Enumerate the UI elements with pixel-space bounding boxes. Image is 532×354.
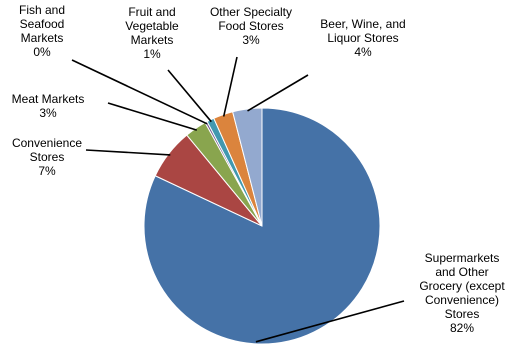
slice-label-line: Other Specialty xyxy=(210,5,292,19)
leader-line xyxy=(107,102,198,131)
slice-label-line: Supermarkets xyxy=(425,251,500,265)
slice-label-line: Seafood xyxy=(20,17,65,31)
pie-slice xyxy=(143,107,381,345)
pie-slice xyxy=(232,107,263,227)
slice-label-line: Convenience xyxy=(12,136,82,150)
slice-label: Fruit and Vegetable Markets 1% xyxy=(125,5,179,61)
slice-label-line: Beer, Wine, and xyxy=(320,17,405,31)
slice-label: Beer, Wine, and Liquor Stores 4% xyxy=(320,17,405,59)
slice-label-line: Fish and xyxy=(19,3,65,17)
leader-line xyxy=(71,59,208,125)
leader-lines xyxy=(71,56,405,343)
slice-label-line: Convenience) xyxy=(425,293,499,307)
slice-percent: 1% xyxy=(143,47,161,61)
slice-label-line: Meat Markets xyxy=(12,92,85,106)
slice-percent: 4% xyxy=(354,45,372,59)
slice-label: Meat Markets 3% xyxy=(12,92,85,120)
slice-percent: 0% xyxy=(33,45,51,59)
leader-line xyxy=(167,69,212,123)
slice-label: Other Specialty Food Stores 3% xyxy=(210,5,292,47)
pie-slices xyxy=(143,107,381,345)
slice-label-line: Markets xyxy=(131,33,174,47)
slice-label: Convenience Stores 7% xyxy=(12,136,82,178)
slice-label-line: Markets xyxy=(21,31,64,45)
slice-label-line: Vegetable xyxy=(125,19,179,33)
leader-line xyxy=(247,74,309,112)
slice-label-line: and Other xyxy=(435,265,488,279)
leader-line xyxy=(85,149,171,156)
slice-label-line: Stores xyxy=(30,150,65,164)
slice-label-line: Grocery (except xyxy=(419,279,505,293)
slice-percent: 3% xyxy=(242,33,260,47)
slice-percent: 82% xyxy=(450,321,474,335)
leader-line xyxy=(222,56,238,117)
leader-line xyxy=(255,300,405,343)
slice-labels: Supermarkets and Other Grocery (except Conv… xyxy=(12,3,506,335)
slice-label-line: Liquor Stores xyxy=(327,31,398,45)
slice-label: Supermarkets and Other Grocery (except Conv… xyxy=(419,251,505,335)
slice-label-line: Fruit and xyxy=(128,5,175,19)
slice-label-line: Food Stores xyxy=(218,19,283,33)
slice-label-line: Stores xyxy=(445,307,480,321)
slice-percent: 7% xyxy=(38,164,56,178)
slice-percent: 3% xyxy=(39,106,57,120)
slice-label: Fish and Seafood Markets 0% xyxy=(19,3,65,59)
